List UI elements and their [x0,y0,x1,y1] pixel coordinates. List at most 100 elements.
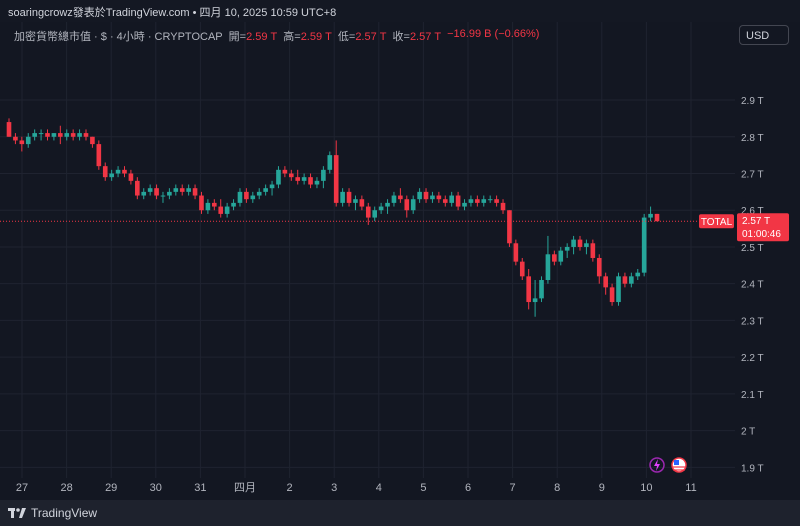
candle-body [648,213,653,218]
footer-bar: TradingView [0,500,800,526]
y-tick-label: 2.8 T [741,133,764,144]
candle-body [365,206,371,218]
candle-body [314,180,320,185]
x-tick-label: 31 [194,482,206,494]
candle-body [83,133,89,137]
candle-body [398,195,403,200]
candle-body [564,246,570,251]
x-tick-label: 2 [287,482,293,494]
x-tick-label: 四月 [234,482,256,494]
candle-body [410,199,416,211]
currency-button[interactable]: USD [739,25,789,45]
candle-body [58,133,63,137]
candle-body [359,199,365,207]
candle-body [596,257,602,277]
legend-open-value: 2.59 T [246,31,278,43]
candle-body [513,243,519,262]
candle-body [436,195,442,200]
legend-high-label: 高= [283,31,301,43]
candle-body [462,202,467,207]
candle-body [417,191,422,200]
candle-body [545,254,551,281]
legend-close-value: 2.57 T [409,31,442,43]
candle-body [32,133,37,137]
x-tick-label: 10 [640,482,652,494]
x-tick-label: 4 [376,482,382,494]
y-tick-label: 2.2 T [741,353,764,364]
candle-body [167,191,172,196]
candle-body [391,195,397,203]
lightning-icon [649,457,665,473]
x-tick-label: 3 [331,482,337,494]
candle-body [186,188,191,192]
x-tick-label: 30 [150,482,162,494]
candle-body [250,195,256,200]
candle-body [346,191,352,203]
y-tick-label: 2.7 T [741,169,764,180]
candle-body [13,136,18,141]
y-tick-label: 2.4 T [741,280,764,291]
us-flag-icon-canton [674,460,679,465]
candle-body [532,298,538,303]
legend-close-label: 收= [392,31,410,43]
legend-low-value: 2.57 T [355,31,387,43]
candle-body [481,199,487,203]
y-tick-label: 2.3 T [741,316,764,327]
footer-brand: TradingView [31,506,98,520]
candle-body [494,199,499,203]
x-tick-label: 6 [465,482,471,494]
lightning-icon-bolt [654,459,660,471]
candle-body [539,280,544,299]
candle-body [192,188,198,196]
candlestick-chart[interactable]: 1.9 T2 T2.1 T2.2 T2.3 T2.4 T2.5 T2.6 T2.… [0,22,800,500]
candle-body [629,276,634,284]
candle-body [577,239,583,247]
candle-body [507,210,512,244]
candle-body [109,173,114,178]
candle-body [122,169,127,174]
candle-body [455,195,461,207]
candle-body [70,133,76,137]
candle-body [90,136,95,145]
candle-body [288,173,294,178]
candle-body [263,188,268,192]
candle-body [353,199,358,203]
attribution-text: soaringcrowz發表於TradingView.com • 四月 10, … [8,7,337,19]
symbol-tag-label: TOTAL [701,217,733,228]
price-tag-value: 2.57 T [742,216,770,227]
candle-body [295,177,301,181]
legend-low-label: 低= [337,31,356,43]
candle-body [333,155,339,203]
x-tick-label: 27 [16,482,28,494]
candle-body [160,195,166,197]
y-tick-label: 2 T [741,427,755,438]
candle-body [603,276,608,288]
candle-body [6,122,12,137]
candle-body [449,195,455,203]
y-tick-label: 2.1 T [741,390,764,401]
candle-body [487,199,493,201]
legend-change-value: −16.99 B (−0.66%) [447,28,540,40]
chart-area[interactable] [0,22,800,500]
candle-body [385,202,390,207]
price-tag [737,213,789,242]
candle-body [327,155,333,170]
attribution-bar: soaringcrowz發表於TradingView.com • 四月 10, … [0,0,800,24]
candle-body [430,195,435,200]
candle-body [135,180,140,196]
candle-body [38,133,44,135]
candle-body [635,272,641,277]
candle-body [115,169,121,174]
candle-body [372,210,378,218]
candle-body [609,287,615,303]
x-tick-label: 8 [554,482,560,494]
legend-high-value: 2.59 T [300,31,332,43]
candle-body [276,169,281,185]
candle-body [622,276,628,284]
candle-body [404,199,410,211]
candle-body [25,136,31,145]
symbol-tag [699,214,734,229]
y-tick-label: 2.9 T [741,96,764,107]
candle-body [584,243,589,247]
candle-body [590,243,596,258]
